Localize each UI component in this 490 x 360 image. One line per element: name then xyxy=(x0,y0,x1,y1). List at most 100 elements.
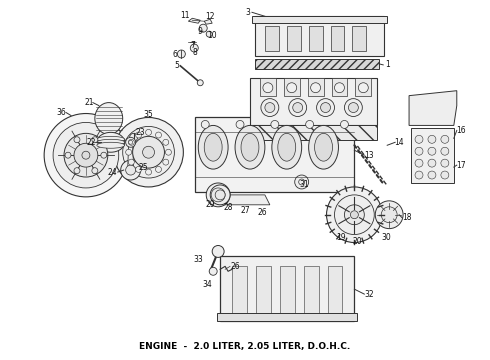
Circle shape xyxy=(74,137,80,143)
Ellipse shape xyxy=(97,132,124,152)
Polygon shape xyxy=(204,19,212,24)
Ellipse shape xyxy=(272,125,302,169)
Circle shape xyxy=(163,159,169,165)
Circle shape xyxy=(125,165,136,175)
Circle shape xyxy=(74,143,98,167)
Text: 9: 9 xyxy=(198,27,203,36)
Text: 1: 1 xyxy=(385,60,390,69)
Circle shape xyxy=(306,121,314,129)
Circle shape xyxy=(121,160,141,180)
Bar xyxy=(250,78,377,125)
Bar xyxy=(352,26,367,51)
Circle shape xyxy=(209,267,217,275)
Bar xyxy=(287,26,301,51)
Ellipse shape xyxy=(97,136,124,142)
Circle shape xyxy=(215,190,225,200)
Text: 18: 18 xyxy=(402,213,412,222)
Bar xyxy=(331,26,344,51)
Circle shape xyxy=(128,139,134,145)
Circle shape xyxy=(211,188,225,202)
Circle shape xyxy=(82,151,90,159)
Circle shape xyxy=(428,147,436,155)
Circle shape xyxy=(206,31,212,37)
Circle shape xyxy=(197,80,203,86)
Bar xyxy=(284,78,300,96)
Circle shape xyxy=(114,117,183,187)
Circle shape xyxy=(287,83,297,93)
Bar xyxy=(232,266,247,316)
Text: 33: 33 xyxy=(194,255,203,264)
Circle shape xyxy=(101,152,107,158)
Circle shape xyxy=(293,103,303,113)
Text: 16: 16 xyxy=(456,126,465,135)
Bar xyxy=(411,129,454,183)
Circle shape xyxy=(146,169,151,175)
Text: 28: 28 xyxy=(223,203,233,212)
Text: 13: 13 xyxy=(365,151,374,160)
Circle shape xyxy=(317,99,335,117)
Ellipse shape xyxy=(97,139,124,145)
Circle shape xyxy=(271,121,279,129)
Circle shape xyxy=(294,175,309,189)
Circle shape xyxy=(163,139,169,145)
Bar xyxy=(327,266,343,316)
Text: 8: 8 xyxy=(193,49,197,58)
Text: 30: 30 xyxy=(381,233,391,242)
Text: 25: 25 xyxy=(139,163,148,172)
Text: 10: 10 xyxy=(207,31,217,40)
Bar xyxy=(252,16,387,23)
Circle shape xyxy=(415,147,423,155)
Circle shape xyxy=(441,159,449,167)
Circle shape xyxy=(299,179,305,185)
Circle shape xyxy=(65,152,71,158)
Circle shape xyxy=(210,185,230,205)
Polygon shape xyxy=(210,195,270,205)
Bar xyxy=(220,256,354,321)
Text: 11: 11 xyxy=(181,11,190,20)
Circle shape xyxy=(335,83,344,93)
Text: 35: 35 xyxy=(144,110,153,119)
Circle shape xyxy=(92,137,98,143)
Ellipse shape xyxy=(97,142,124,148)
Polygon shape xyxy=(188,18,200,23)
Circle shape xyxy=(415,171,423,179)
Circle shape xyxy=(311,83,320,93)
Circle shape xyxy=(155,166,162,172)
Circle shape xyxy=(263,83,273,93)
Bar xyxy=(308,78,323,96)
Circle shape xyxy=(341,121,348,129)
Polygon shape xyxy=(128,142,134,170)
Text: 22: 22 xyxy=(86,138,96,147)
Bar xyxy=(309,26,322,51)
Text: 7: 7 xyxy=(190,41,195,50)
Circle shape xyxy=(344,99,362,117)
Circle shape xyxy=(177,50,185,58)
Bar xyxy=(217,313,357,321)
Circle shape xyxy=(122,126,174,178)
Bar xyxy=(196,117,354,192)
Circle shape xyxy=(125,149,132,155)
Circle shape xyxy=(350,211,358,219)
Text: 6: 6 xyxy=(173,50,178,59)
Circle shape xyxy=(375,201,403,229)
Bar xyxy=(255,59,379,69)
Text: 20: 20 xyxy=(352,237,362,246)
Text: 29: 29 xyxy=(205,200,215,209)
Bar xyxy=(255,16,384,56)
Text: 31: 31 xyxy=(300,180,310,189)
Circle shape xyxy=(64,133,108,177)
Text: 3: 3 xyxy=(245,8,250,17)
Circle shape xyxy=(136,166,142,172)
Text: ENGINE  -  2.0 LITER, 2.05 LITER, D.O.H.C.: ENGINE - 2.0 LITER, 2.05 LITER, D.O.H.C. xyxy=(139,342,351,351)
Circle shape xyxy=(358,83,368,93)
Circle shape xyxy=(190,44,198,52)
Circle shape xyxy=(428,171,436,179)
Circle shape xyxy=(441,147,449,155)
Circle shape xyxy=(441,171,449,179)
Circle shape xyxy=(381,207,397,223)
Text: 26: 26 xyxy=(257,208,267,217)
Text: 14: 14 xyxy=(394,138,404,147)
Ellipse shape xyxy=(198,125,228,169)
Circle shape xyxy=(133,136,165,168)
Circle shape xyxy=(206,183,230,207)
